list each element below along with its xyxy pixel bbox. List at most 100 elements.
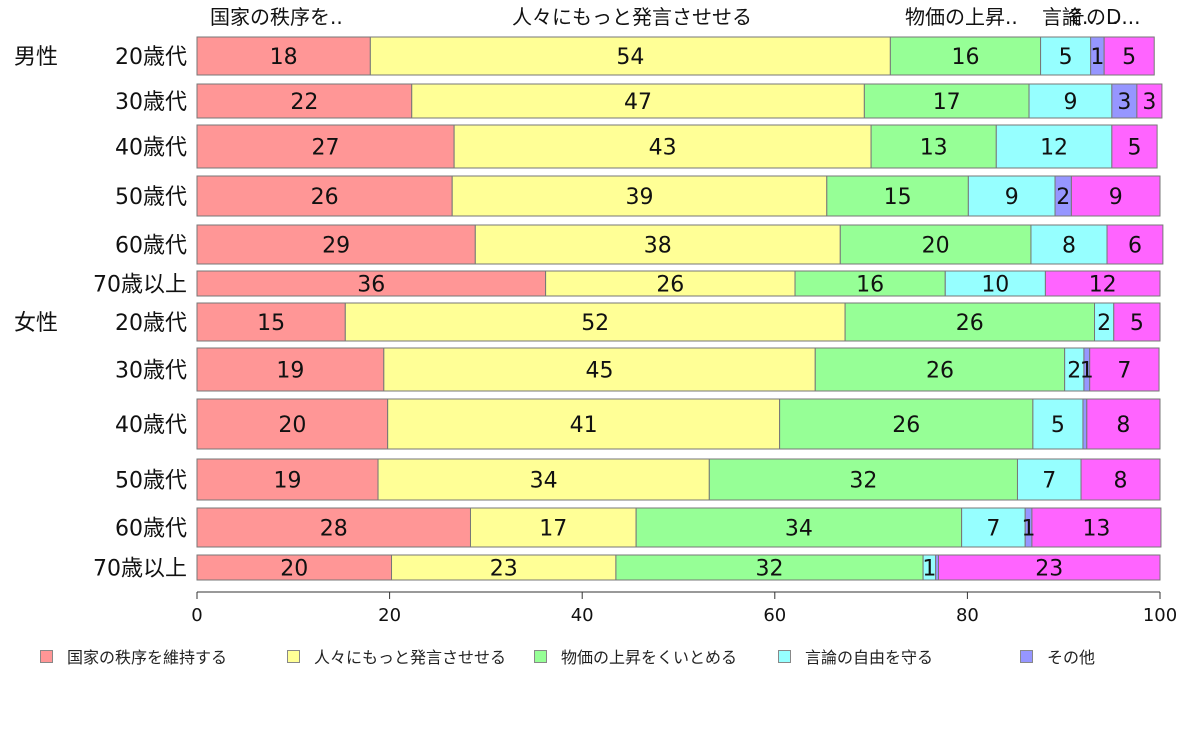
bar-segment	[826, 175, 969, 217]
bar-segment	[961, 507, 1026, 548]
legend-label: 物価の上昇をくいとめる	[561, 648, 738, 667]
category-label: 20歳代	[115, 45, 187, 70]
bar-segment	[196, 270, 547, 297]
bar-segment	[1103, 36, 1155, 76]
data-label: 17	[539, 517, 567, 542]
bar-segment	[196, 347, 385, 392]
top-labels: 国家の秩序を.. 人々にもっと発言させせる 物価の上昇.. 言論..その..D...	[210, 5, 1140, 29]
top-label: 国家の秩序を..	[210, 5, 343, 29]
legend-item: その他	[1020, 644, 1095, 668]
data-label: 12	[1040, 136, 1068, 161]
data-label: 13	[920, 136, 948, 161]
x-tick-label: 80	[956, 605, 979, 626]
data-label: 1	[1090, 45, 1104, 70]
data-label: 23	[1035, 557, 1063, 582]
bars	[196, 36, 1164, 581]
category-label: 40歳代	[115, 413, 187, 438]
bar-segment	[1031, 507, 1162, 548]
legend-swatch	[287, 649, 300, 663]
category-label: 60歳代	[115, 517, 187, 542]
bar-segment	[1016, 458, 1082, 501]
bar-segment	[995, 124, 1113, 169]
data-label: 13	[1082, 517, 1110, 542]
data-label: 15	[884, 185, 912, 210]
data-label: 20	[922, 234, 950, 259]
legend-item: 国家の秩序を維持する	[40, 644, 227, 668]
bar-segment	[196, 507, 471, 548]
bar-segment	[196, 224, 476, 265]
bar-segment	[615, 554, 924, 581]
x-axis: 0 20 40 60 80 100	[191, 591, 1177, 626]
data-label: 34	[530, 469, 558, 494]
data-label: 5	[1127, 136, 1141, 161]
data-label: 16	[951, 45, 979, 70]
legend-label: 言論の自由を守る	[805, 648, 934, 667]
bar-segment	[391, 554, 617, 581]
data-label: 8	[1114, 469, 1128, 494]
data-label: 34	[785, 517, 813, 542]
data-label: 26	[956, 311, 984, 336]
bar-segment	[387, 398, 781, 450]
x-tick-label: 60	[763, 605, 786, 626]
bar-segment	[453, 124, 872, 169]
bar-segment	[1044, 270, 1161, 297]
data-label: 20	[280, 557, 308, 582]
group-label: 男性	[14, 45, 58, 70]
data-label: 7	[1042, 469, 1056, 494]
data-label: 19	[274, 469, 302, 494]
data-label: 8	[1062, 234, 1076, 259]
x-tick-label: 20	[378, 605, 401, 626]
data-label: 28	[320, 517, 348, 542]
bar-segment	[779, 398, 1034, 450]
bar-segment	[1089, 347, 1160, 392]
data-label: 20	[278, 413, 306, 438]
bar-segment	[1111, 83, 1138, 119]
bar-segment	[814, 347, 1066, 392]
data-label: 12	[1089, 273, 1117, 298]
data-label: 6	[1128, 234, 1142, 259]
data-label: 52	[581, 311, 609, 336]
bar-segment	[635, 507, 963, 548]
data-label: 41	[570, 413, 598, 438]
data-label: 54	[616, 45, 644, 70]
group-label: 女性	[14, 311, 58, 336]
bar-data-labels: 18 54 16 5 1 522 47 17 9 3 327 43 13 12 526 39 15 9 2 929 38…	[257, 45, 1156, 582]
bar-segment	[1040, 36, 1092, 76]
data-label: 22	[290, 90, 318, 115]
legend-swatch	[778, 649, 791, 663]
bar-segment	[944, 270, 1046, 297]
bar-segment	[196, 458, 379, 501]
bar-segment	[863, 83, 1030, 119]
top-label: D...	[1106, 5, 1140, 29]
category-label: 30歳代	[115, 359, 187, 384]
data-label: 1	[1080, 359, 1094, 384]
data-label: 2	[1067, 359, 1081, 384]
data-label: 8	[1116, 413, 1130, 438]
bar-segment	[196, 36, 371, 76]
legend-item: 言論の自由を守る	[778, 644, 933, 668]
bar-segment	[196, 302, 346, 342]
bar-segment	[344, 302, 846, 342]
data-label: 29	[322, 234, 350, 259]
data-label: 19	[276, 359, 304, 384]
data-label: 38	[644, 234, 672, 259]
category-label: 50歳代	[115, 469, 187, 494]
bar-segment	[1136, 83, 1163, 119]
data-label: 26	[892, 413, 920, 438]
bar-segment	[411, 83, 865, 119]
category-label: 40歳代	[115, 136, 187, 161]
bar-segment	[1111, 124, 1158, 169]
legend-label: 人々にもっと発言させせる	[314, 648, 507, 667]
legend-label: 国家の秩序を維持する	[67, 648, 228, 667]
bar-segment	[1080, 458, 1161, 501]
category-label: 60歳代	[115, 234, 187, 259]
data-label: 5	[1051, 413, 1065, 438]
data-label: 2	[1056, 185, 1070, 210]
data-label: 36	[357, 273, 385, 298]
data-label: 3	[1117, 90, 1131, 115]
legend-item: 人々にもっと発言させせる	[287, 644, 506, 668]
data-label: 26	[656, 273, 684, 298]
data-label: 3	[1142, 90, 1156, 115]
top-label: 言論..	[1042, 5, 1095, 29]
